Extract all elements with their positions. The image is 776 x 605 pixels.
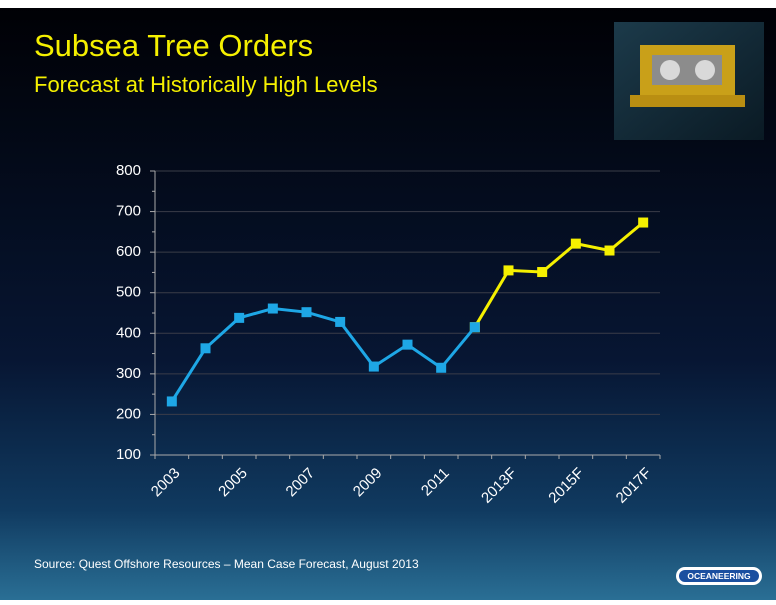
y-tick-label: 300 — [116, 365, 141, 382]
marker — [368, 361, 379, 372]
equipment-photo — [614, 22, 764, 140]
marker — [503, 265, 514, 276]
series-line — [170, 307, 476, 403]
marker — [638, 217, 649, 228]
chart-title: Subsea Tree Orders — [34, 28, 313, 63]
series-line — [473, 221, 645, 328]
source-note: Source: Quest Offshore Resources – Mean … — [34, 557, 419, 571]
marker — [200, 343, 211, 354]
y-tick-label: 800 — [116, 162, 141, 179]
y-tick-label: 400 — [116, 324, 141, 341]
marker — [436, 362, 447, 373]
marker — [537, 267, 548, 278]
y-tick-label: 500 — [116, 284, 141, 301]
marker — [335, 316, 346, 327]
marker — [267, 303, 278, 314]
top-band — [0, 0, 776, 8]
marker — [234, 312, 245, 323]
logo-text: OCEANEERING — [687, 571, 751, 581]
marker — [301, 307, 312, 318]
marker — [402, 339, 413, 350]
chart-subtitle: Forecast at Historically High Levels — [34, 72, 378, 97]
y-tick-label: 200 — [116, 405, 141, 422]
logo: OCEANEERING — [676, 567, 762, 585]
y-tick-label: 700 — [116, 203, 141, 220]
marker — [469, 322, 480, 333]
y-tick-label: 600 — [116, 243, 141, 260]
marker — [166, 396, 177, 407]
marker — [570, 238, 581, 249]
y-tick-label: 100 — [116, 446, 141, 463]
marker — [604, 245, 615, 256]
